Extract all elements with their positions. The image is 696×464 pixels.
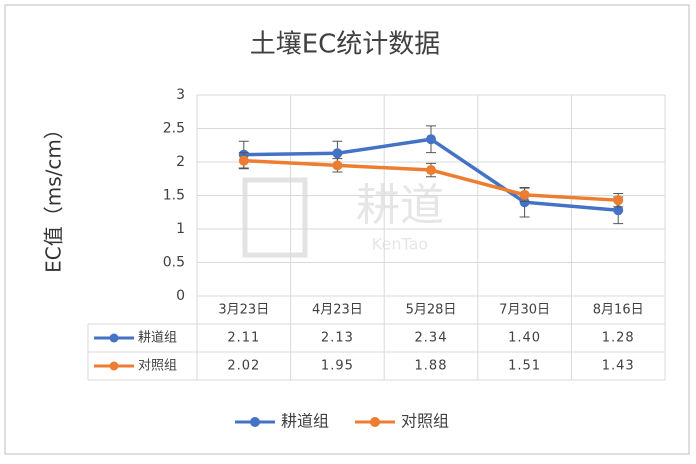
y-tick-label: 3 [176, 87, 185, 103]
table-value: 1.51 [508, 359, 541, 374]
legend-marker [250, 417, 260, 427]
table-value: 1.95 [321, 359, 354, 374]
y-tick-label: 2 [176, 154, 185, 170]
table-series-name: 对照组 [138, 359, 177, 374]
data-point [238, 155, 249, 166]
data-point [332, 148, 343, 159]
x-tick-label: 7月30日 [499, 303, 550, 318]
y-axis-label: EC值（ms/cm） [42, 119, 66, 273]
y-tick-label: 2.5 [163, 121, 185, 137]
table-value: 2.13 [321, 331, 354, 346]
table-series-name: 耕道组 [138, 330, 177, 346]
table-legend-marker [109, 361, 119, 371]
x-tick-label: 3月23日 [218, 303, 269, 318]
data-point [332, 160, 343, 171]
watermark-subtext: KenTao [372, 235, 428, 254]
table-legend-marker [109, 333, 119, 343]
legend-label: 耕道组 [281, 412, 329, 431]
data-point [613, 195, 624, 206]
x-tick-label: 5月28日 [406, 303, 457, 318]
data-point [519, 197, 530, 208]
table-value: 2.34 [415, 331, 448, 346]
watermark-logo [242, 177, 308, 258]
data-point [426, 134, 436, 145]
x-tick-label: 4月23日 [312, 303, 363, 318]
watermark-text: 耕道 [356, 180, 444, 231]
table-value: 2.02 [227, 359, 260, 374]
y-tick-label: 0 [176, 288, 185, 304]
table-value: 2.11 [227, 331, 260, 346]
data-point [426, 165, 436, 176]
legend-marker [370, 417, 380, 427]
table-value: 1.43 [602, 359, 635, 374]
table-value: 1.88 [415, 359, 448, 374]
data-point [519, 189, 530, 200]
x-tick-label: 8月16日 [593, 303, 644, 318]
y-tick-label: 0.5 [163, 255, 185, 271]
legend-label: 对照组 [401, 412, 449, 431]
table-value: 1.40 [508, 331, 541, 346]
y-tick-label: 1.5 [163, 188, 185, 204]
chart-title: 土壤EC统计数据 [250, 30, 441, 60]
data-point [613, 205, 624, 216]
table-value: 1.28 [602, 331, 635, 346]
y-tick-label: 1 [176, 221, 185, 237]
